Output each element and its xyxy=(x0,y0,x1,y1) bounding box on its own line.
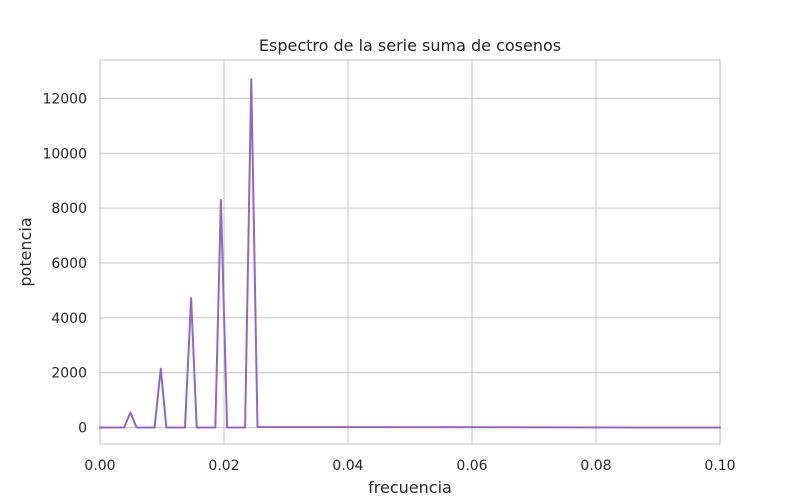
y-tick-label: 12000 xyxy=(42,91,87,107)
data-point xyxy=(244,427,246,429)
data-point xyxy=(136,427,138,429)
plot-border xyxy=(99,59,721,445)
data-point xyxy=(190,297,192,299)
data-point xyxy=(129,412,131,414)
x-axis-label: frecuencia xyxy=(368,478,452,497)
data-point xyxy=(257,426,259,428)
x-tick-label: 0.02 xyxy=(208,458,239,474)
y-tick-label: 4000 xyxy=(51,311,87,327)
data-point xyxy=(196,427,198,429)
data-point xyxy=(250,78,252,80)
x-tick-label: 0.10 xyxy=(704,458,735,474)
x-tick-label: 0.06 xyxy=(456,458,487,474)
data-point xyxy=(154,427,156,429)
x-tick-label: 0.08 xyxy=(580,458,611,474)
data-point xyxy=(184,427,186,429)
y-axis-label: potencia xyxy=(16,217,35,286)
series-layer xyxy=(99,78,722,429)
tick-labels: 0.00 0.02 0.04 0.06 0.08 0.10 0 2000 4000 6000 800… xyxy=(42,91,735,474)
y-tick-label: 8000 xyxy=(51,201,87,217)
data-point xyxy=(165,427,167,429)
plot-area xyxy=(100,60,720,444)
data-point xyxy=(99,427,101,429)
data-point xyxy=(123,427,125,429)
x-tick-label: 0.04 xyxy=(332,458,363,474)
y-tick-label: 10000 xyxy=(42,146,87,162)
data-point xyxy=(719,427,721,429)
y-tick-label: 2000 xyxy=(51,366,87,382)
series-line-espectro xyxy=(99,78,722,429)
data-point xyxy=(220,199,222,201)
data-point xyxy=(214,427,216,429)
data-point xyxy=(226,427,228,429)
data-point xyxy=(160,368,162,370)
chart-title: Espectro de la serie suma de cosenos xyxy=(259,36,561,55)
y-tick-label: 6000 xyxy=(51,256,87,272)
x-tick-label: 0.00 xyxy=(84,458,115,474)
y-tick-label: 0 xyxy=(78,421,87,437)
